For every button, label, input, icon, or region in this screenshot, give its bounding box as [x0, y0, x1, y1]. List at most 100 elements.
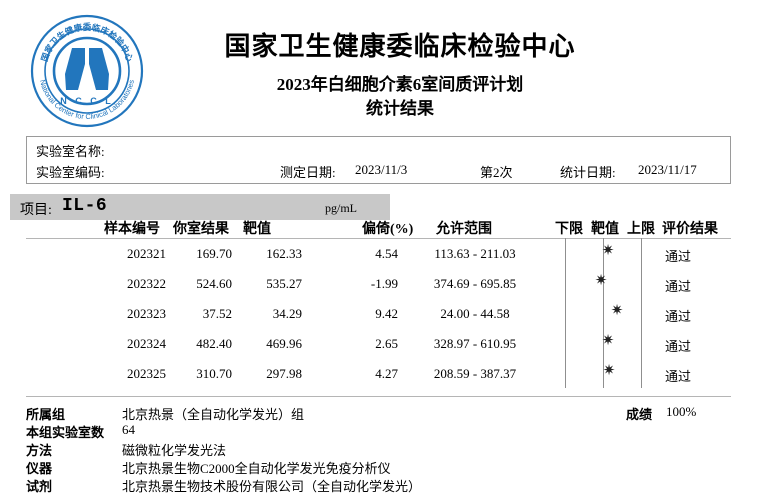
plot-target-line	[603, 268, 604, 298]
header-target-value: 靶值	[243, 222, 271, 237]
range-plot: ✷	[560, 328, 646, 358]
cell-sample-no: 202325	[127, 366, 166, 381]
range-plot: ✷	[560, 238, 646, 268]
cell-evaluation: 通过	[664, 249, 691, 264]
cell-sample-no: 202323	[127, 306, 166, 321]
method-label: 方法	[26, 443, 53, 458]
cell-bias: 4.27	[375, 366, 398, 381]
cell-evaluation: 通过	[664, 309, 691, 324]
plot-target-line	[603, 298, 604, 328]
table-top-rule	[26, 238, 731, 239]
svg-text:N C C L: N C C L	[60, 96, 114, 106]
lab-info-box	[26, 136, 731, 184]
cell-your-result: 310.70	[196, 366, 232, 381]
method-value: 磁微粒化学发光法	[122, 443, 227, 458]
plot-lower-line	[565, 268, 566, 298]
header-allowed-range: 允许范围	[436, 222, 492, 237]
cell-evaluation: 通过	[664, 279, 691, 294]
plot-lower-line	[565, 358, 566, 388]
stat-date-value: 2023/11/17	[638, 162, 697, 177]
cell-bias: 9.42	[375, 306, 398, 321]
table-row: 202325 310.70 297.98 4.27 208.59 - 387.37 ✷ 通过	[0, 358, 757, 388]
cell-evaluation: 通过	[664, 369, 691, 384]
cell-your-result: 169.70	[196, 246, 232, 261]
cell-bias: 4.54	[375, 246, 398, 261]
header-bias: 偏倚(%)	[362, 222, 414, 237]
results-table-body: 202321 169.70 162.33 4.54 113.63 - 211.03 ✷ 通过…	[0, 238, 757, 388]
cell-evaluation: 通过	[664, 339, 691, 354]
header-lower-limit: 下限	[555, 222, 583, 237]
plot-result-marker: ✷	[594, 271, 608, 289]
header-plot-target: 靶值	[591, 222, 619, 237]
cell-allowed-range: 328.97 - 610.95	[433, 336, 517, 351]
table-row: 202324 482.40 469.96 2.65 328.97 - 610.95 ✷ 通过	[0, 328, 757, 358]
plot-lower-line	[565, 238, 566, 268]
item-bar	[10, 194, 390, 220]
cell-allowed-range: 113.63 - 211.03	[434, 246, 516, 261]
table-row: 202323 37.52 34.29 9.42 24.00 - 44.58 ✷ 通过	[0, 298, 757, 328]
org-title: 国家卫生健康委临床检验中心	[224, 32, 576, 61]
range-plot: ✷	[560, 298, 646, 328]
plot-result-marker: ✷	[610, 301, 624, 319]
cell-target-value: 535.27	[266, 276, 302, 291]
score-value: 100%	[666, 404, 697, 419]
table-row: 202322 524.60 535.27 -1.99 374.69 - 695.85 ✷ 通…	[0, 268, 757, 298]
cell-sample-no: 202322	[127, 276, 166, 291]
plot-upper-line	[641, 358, 642, 388]
cell-bias: -1.99	[370, 276, 398, 291]
plot-lower-line	[565, 328, 566, 358]
cell-allowed-range: 208.59 - 387.37	[433, 366, 517, 381]
stat-date-label: 统计日期:	[560, 165, 616, 180]
header-upper-limit: 上限	[627, 222, 655, 237]
plot-target-line	[603, 238, 604, 268]
table-bottom-rule	[26, 396, 731, 397]
item-value: IL-6	[62, 196, 108, 216]
cell-target-value: 162.33	[266, 246, 302, 261]
cell-bias: 2.65	[375, 336, 398, 351]
cell-allowed-range: 374.69 - 695.85	[433, 276, 517, 291]
plot-result-marker: ✷	[602, 361, 616, 379]
cell-allowed-range: 24.00 - 44.58	[440, 306, 510, 321]
range-plot: ✷	[560, 358, 646, 388]
instrument-label: 仪器	[26, 461, 53, 476]
plot-upper-line	[641, 328, 642, 358]
reagent-value: 北京热景生物技术股份有限公司（全自动化学发光）	[122, 479, 422, 494]
cell-your-result: 482.40	[196, 336, 232, 351]
plot-result-marker: ✷	[601, 331, 615, 349]
plot-target-line	[603, 358, 604, 388]
item-label: 项目:	[20, 203, 52, 218]
plot-result-marker: ✷	[601, 241, 615, 259]
header-your-result: 你室结果	[173, 222, 229, 237]
cell-sample-no: 202324	[127, 336, 166, 351]
header-evaluation: 评价结果	[662, 222, 718, 237]
plan-title: 2023年白细胞介素6室间质评计划	[276, 75, 524, 94]
table-row: 202321 169.70 162.33 4.54 113.63 - 211.03 ✷ 通过	[0, 238, 757, 268]
reagent-label: 试剂	[26, 479, 53, 494]
plot-target-line	[603, 328, 604, 358]
plot-lower-line	[565, 298, 566, 328]
cell-target-value: 34.29	[272, 306, 302, 321]
lab-code-label: 实验室编码:	[36, 165, 105, 180]
cell-target-value: 297.98	[266, 366, 302, 381]
lab-count-label: 本组实验室数	[26, 425, 105, 440]
lab-count-value: 64	[122, 422, 135, 437]
cell-target-value: 469.96	[266, 336, 302, 351]
score-label: 成绩	[626, 407, 653, 422]
range-plot: ✷	[560, 268, 646, 298]
plan-subtitle: 统计结果	[366, 99, 434, 118]
group-value: 北京热景（全自动化学发光）组	[122, 407, 305, 422]
cell-sample-no: 202321	[127, 246, 166, 261]
header-sample-no: 样本编号	[104, 222, 160, 237]
measure-date-label: 测定日期:	[280, 165, 336, 180]
plot-upper-line	[641, 268, 642, 298]
cell-your-result: 524.60	[196, 276, 232, 291]
instrument-value: 北京热景生物C2000全自动化学发光免疫分析仪	[122, 461, 391, 476]
item-unit: pg/mL	[325, 201, 357, 215]
plot-upper-line	[641, 298, 642, 328]
cell-your-result: 37.52	[202, 306, 232, 321]
measure-date-value: 2023/11/3	[355, 162, 408, 177]
group-label: 所属组	[26, 407, 66, 422]
lab-name-label: 实验室名称:	[36, 144, 105, 159]
run-number: 第2次	[480, 165, 513, 180]
